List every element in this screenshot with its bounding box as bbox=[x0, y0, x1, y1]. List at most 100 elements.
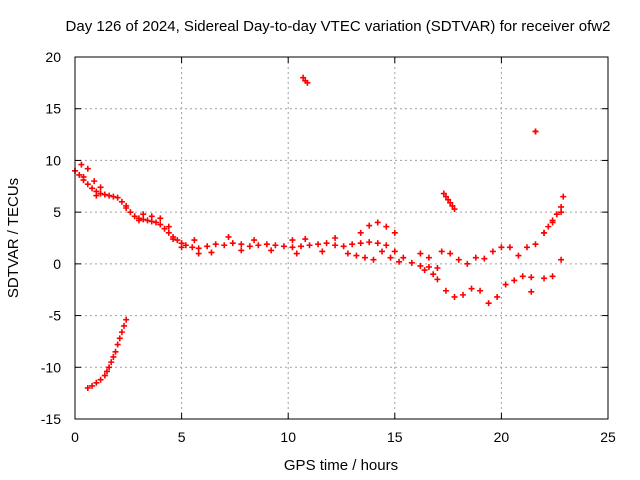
data-point bbox=[445, 196, 452, 203]
data-point bbox=[366, 222, 373, 229]
data-point bbox=[131, 213, 138, 220]
data-point bbox=[545, 223, 552, 230]
data-point bbox=[80, 173, 87, 180]
data-point bbox=[332, 242, 339, 249]
data-point bbox=[344, 250, 351, 257]
data-point bbox=[506, 244, 513, 251]
data-point bbox=[379, 248, 386, 255]
data-point bbox=[195, 250, 202, 257]
data-point bbox=[106, 192, 113, 199]
data-point bbox=[272, 242, 279, 249]
data-point bbox=[110, 353, 117, 360]
y-tick-label: -5 bbox=[49, 308, 62, 324]
data-point bbox=[84, 165, 91, 172]
data-point bbox=[89, 185, 96, 192]
data-point bbox=[340, 243, 347, 250]
data-point bbox=[451, 206, 458, 213]
data-point bbox=[101, 191, 108, 198]
data-point bbox=[447, 199, 454, 206]
series-cluster-negative bbox=[84, 316, 130, 391]
data-point bbox=[558, 203, 565, 210]
x-tick-label: 15 bbox=[387, 429, 403, 445]
chart-title: Day 126 of 2024, Sidereal Day-to-day VTE… bbox=[66, 18, 611, 35]
series-spread-lower bbox=[80, 173, 565, 307]
data-point bbox=[553, 211, 560, 218]
data-point bbox=[153, 219, 160, 226]
data-point bbox=[532, 241, 539, 248]
y-tick-label: 10 bbox=[45, 152, 61, 168]
data-point bbox=[165, 229, 172, 236]
data-point bbox=[549, 273, 556, 280]
data-point bbox=[332, 235, 339, 241]
x-tick-label: 5 bbox=[178, 429, 186, 445]
data-point bbox=[408, 259, 415, 266]
series-late-rise bbox=[541, 193, 567, 236]
data-point bbox=[430, 271, 437, 278]
data-point bbox=[366, 239, 373, 246]
data-point bbox=[396, 258, 403, 265]
data-point bbox=[112, 348, 119, 355]
data-point bbox=[425, 263, 432, 270]
data-point bbox=[84, 384, 91, 391]
data-point bbox=[485, 300, 492, 307]
y-axis-label: SDTVAR / TECUs bbox=[5, 178, 22, 298]
data-point bbox=[449, 202, 456, 209]
data-point bbox=[460, 291, 467, 298]
data-point bbox=[78, 161, 85, 168]
x-tick-labels: 0 5 10 15 20 25 bbox=[71, 429, 616, 445]
data-point bbox=[387, 254, 394, 261]
data-point bbox=[148, 218, 155, 225]
data-point bbox=[118, 198, 125, 205]
data-point bbox=[191, 237, 198, 244]
data-point bbox=[108, 359, 115, 366]
x-tick-label: 0 bbox=[71, 429, 79, 445]
data-point bbox=[477, 287, 484, 294]
data-point bbox=[442, 193, 449, 200]
data-point bbox=[165, 223, 172, 230]
data-point bbox=[116, 335, 123, 342]
data-point bbox=[140, 216, 147, 223]
x-tick-label: 20 bbox=[494, 429, 510, 445]
data-point bbox=[225, 233, 232, 240]
data-point bbox=[434, 276, 441, 283]
data-point bbox=[440, 190, 447, 197]
data-point bbox=[541, 275, 548, 282]
data-point bbox=[391, 248, 398, 255]
data-point bbox=[498, 244, 505, 251]
data-point bbox=[468, 285, 475, 292]
data-point bbox=[123, 202, 130, 209]
data-point bbox=[280, 243, 287, 250]
data-point bbox=[400, 254, 407, 261]
data-point bbox=[110, 193, 117, 200]
data-point bbox=[101, 372, 108, 379]
data-point bbox=[383, 242, 390, 249]
data-points bbox=[72, 74, 567, 391]
data-point bbox=[370, 256, 377, 263]
data-point bbox=[148, 213, 155, 220]
data-point bbox=[464, 260, 471, 267]
data-point bbox=[263, 241, 270, 248]
x-tick-label: 10 bbox=[280, 429, 296, 445]
data-point bbox=[300, 74, 307, 81]
data-point bbox=[93, 379, 100, 386]
data-point bbox=[349, 241, 356, 248]
data-point bbox=[523, 244, 530, 251]
data-point bbox=[289, 244, 296, 251]
data-point bbox=[221, 242, 228, 249]
data-point bbox=[306, 242, 313, 249]
data-point bbox=[289, 237, 296, 244]
data-point bbox=[297, 243, 304, 250]
data-point bbox=[123, 316, 130, 323]
data-point bbox=[97, 376, 104, 383]
data-point bbox=[451, 293, 458, 300]
y-tick-label: 15 bbox=[45, 101, 61, 117]
data-point bbox=[447, 250, 454, 257]
data-point bbox=[489, 248, 496, 255]
data-point bbox=[161, 225, 168, 232]
data-point bbox=[319, 248, 326, 255]
data-point bbox=[528, 288, 535, 295]
data-point bbox=[114, 341, 121, 348]
data-point bbox=[140, 211, 147, 218]
data-point bbox=[494, 293, 501, 300]
data-point bbox=[425, 254, 432, 261]
